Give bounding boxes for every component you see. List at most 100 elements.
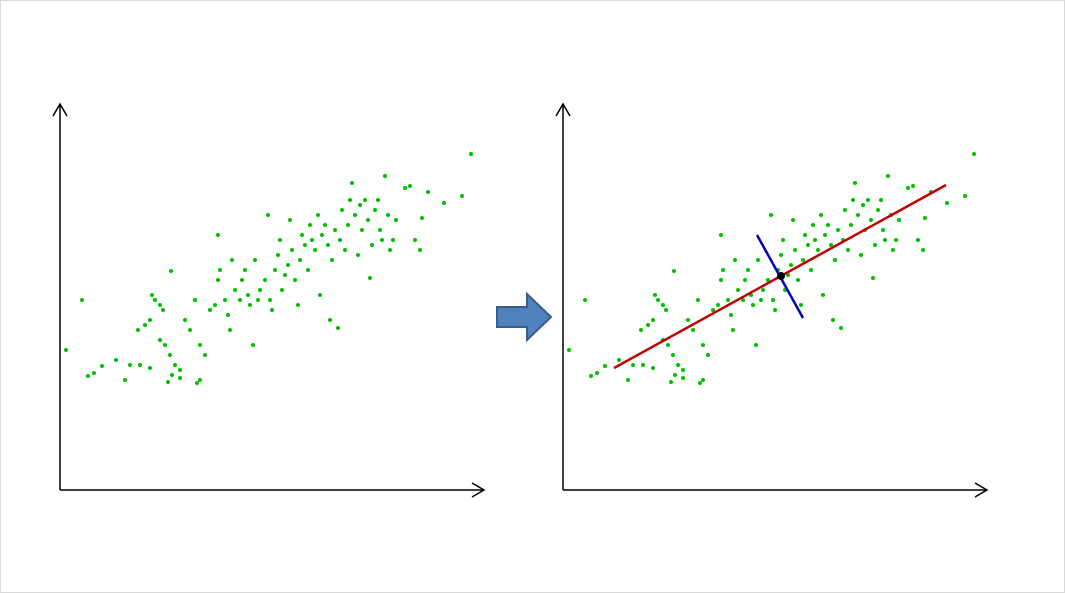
point [228, 328, 232, 332]
point [831, 318, 835, 322]
point [413, 238, 417, 242]
point [861, 203, 865, 207]
point [263, 278, 267, 282]
point [897, 218, 901, 222]
point [418, 248, 422, 252]
point [313, 248, 317, 252]
point [348, 198, 352, 202]
point [340, 208, 344, 212]
point [148, 366, 152, 370]
point [198, 378, 202, 382]
point [626, 378, 630, 382]
point [92, 371, 96, 375]
point [639, 328, 643, 332]
point [370, 243, 374, 247]
point [223, 298, 227, 302]
point [163, 343, 167, 347]
point [963, 194, 967, 198]
point [671, 353, 675, 357]
point [280, 288, 284, 292]
point [711, 308, 715, 312]
point [686, 318, 690, 322]
point [403, 186, 407, 190]
point [148, 318, 152, 322]
point [801, 258, 805, 262]
point [583, 298, 587, 302]
point [869, 218, 873, 222]
point [308, 223, 312, 227]
y-axis [52, 102, 68, 490]
point [80, 298, 84, 302]
point [766, 278, 770, 282]
point [230, 258, 234, 262]
point [653, 293, 657, 297]
point [123, 378, 127, 382]
point [246, 293, 250, 297]
point [251, 343, 255, 347]
point [153, 298, 157, 302]
point [819, 213, 823, 217]
point [338, 238, 342, 242]
point [303, 243, 307, 247]
point [333, 228, 337, 232]
point [380, 238, 384, 242]
point [646, 323, 650, 327]
point [743, 278, 747, 282]
point [114, 358, 118, 362]
point [879, 198, 883, 202]
point [276, 253, 280, 257]
point [771, 298, 775, 302]
point [719, 278, 723, 282]
point [218, 268, 222, 272]
point [698, 381, 702, 385]
point [193, 298, 197, 302]
point [826, 223, 830, 227]
point [366, 218, 370, 222]
y-axis [555, 102, 571, 490]
point [243, 268, 247, 272]
point [916, 238, 920, 242]
point [759, 298, 763, 302]
point [168, 353, 172, 357]
point [676, 363, 680, 367]
point [318, 293, 322, 297]
point [921, 248, 925, 252]
point [856, 213, 860, 217]
point [733, 258, 737, 262]
point [128, 363, 132, 367]
point [716, 303, 720, 307]
point [816, 248, 820, 252]
point [310, 238, 314, 242]
point [691, 328, 695, 332]
point [741, 298, 745, 302]
point [849, 223, 853, 227]
point [64, 348, 68, 352]
point [669, 380, 673, 384]
point [651, 366, 655, 370]
point [673, 373, 677, 377]
point [719, 233, 723, 237]
point [373, 208, 377, 212]
point [238, 298, 242, 302]
point [923, 216, 927, 220]
point [873, 243, 877, 247]
point [661, 303, 665, 307]
point [290, 248, 294, 252]
point [376, 198, 380, 202]
point [881, 228, 885, 232]
point [286, 263, 290, 267]
point [298, 258, 302, 262]
point [363, 198, 367, 202]
point [86, 374, 90, 378]
point [360, 228, 364, 232]
point [203, 353, 207, 357]
arrow [496, 291, 553, 343]
point [178, 376, 182, 380]
point [756, 258, 760, 262]
point [651, 318, 655, 322]
point [806, 243, 810, 247]
point [945, 201, 949, 205]
point [696, 298, 700, 302]
point [268, 298, 272, 302]
point [166, 380, 170, 384]
